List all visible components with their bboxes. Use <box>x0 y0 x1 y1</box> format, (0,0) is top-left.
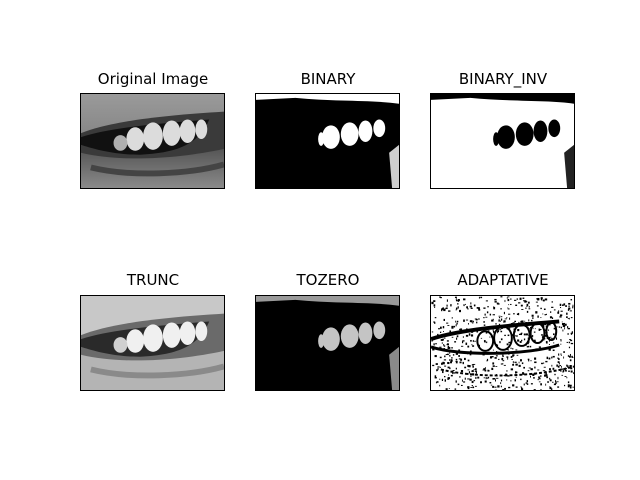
panel-title-adaptative: ADAPTATIVE <box>457 271 549 289</box>
image-original <box>80 93 225 189</box>
mouth-original-image <box>81 94 224 188</box>
mouth-adaptative-image <box>431 296 574 390</box>
panel-title-binary-inv: BINARY_INV <box>458 70 548 88</box>
panel-title-tozero: TOZERO <box>296 271 360 289</box>
panel-title-original: Original Image <box>97 70 209 88</box>
panel-title-trunc: TRUNC <box>126 271 180 289</box>
mouth-tozero-image <box>256 296 399 390</box>
image-binary-inv <box>430 93 575 189</box>
mouth-trunc-image <box>81 296 224 390</box>
image-adaptative <box>430 295 575 391</box>
image-binary <box>255 93 400 189</box>
mouth-binary-inv-image <box>431 94 574 188</box>
image-tozero <box>255 295 400 391</box>
adaptive-noise <box>431 296 574 390</box>
image-trunc <box>80 295 225 391</box>
mouth-binary-image <box>256 94 399 188</box>
panel-title-binary: BINARY <box>300 70 356 88</box>
